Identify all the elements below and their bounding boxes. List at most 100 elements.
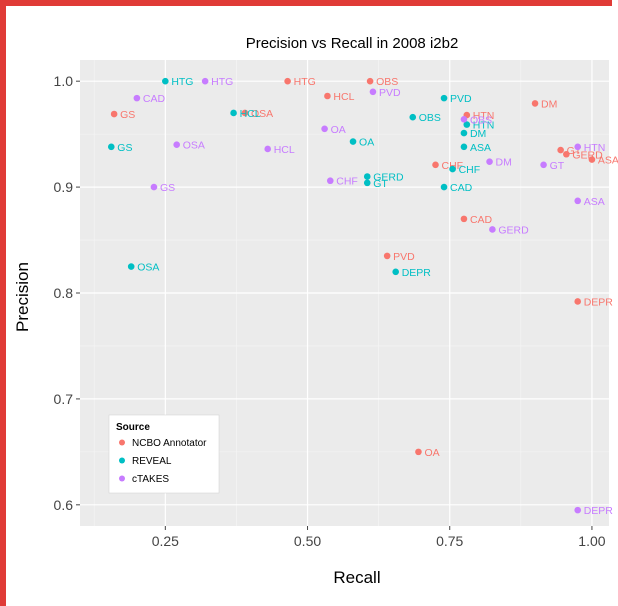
point-label: CHF xyxy=(459,164,481,176)
point-label: DM xyxy=(470,128,486,140)
data-point xyxy=(110,110,118,118)
y-tick-label: 0.6 xyxy=(54,497,74,513)
data-point xyxy=(363,173,371,180)
data-point xyxy=(409,113,417,121)
point-label: HCL xyxy=(333,91,354,103)
point-label: GT xyxy=(550,160,565,172)
point-label: OSA xyxy=(137,262,159,274)
data-point xyxy=(460,143,468,151)
data-point xyxy=(574,143,582,151)
data-point xyxy=(557,146,564,154)
point-label: DM xyxy=(541,98,557,110)
data-point xyxy=(440,183,448,191)
point-label: PVD xyxy=(393,251,415,263)
legend-title: Source xyxy=(116,422,150,433)
point-label: HTN xyxy=(473,110,495,122)
x-tick-label: 0.75 xyxy=(436,533,463,549)
point-label: CHF xyxy=(336,176,358,188)
legend-swatch xyxy=(119,457,125,464)
point-label: DM xyxy=(496,157,512,169)
data-point xyxy=(349,138,357,145)
y-tick-label: 1.0 xyxy=(54,73,74,89)
y-tick-label: 0.9 xyxy=(54,179,74,195)
legend-label: REVEAL xyxy=(132,456,172,467)
data-point xyxy=(326,177,334,185)
point-label: OBS xyxy=(419,112,441,124)
point-label: OA xyxy=(331,124,346,136)
point-label: GS xyxy=(120,109,135,121)
data-point xyxy=(460,116,468,123)
point-label: GT xyxy=(373,178,388,190)
data-point xyxy=(383,252,391,260)
point-label: HCL xyxy=(240,108,261,120)
data-point xyxy=(563,150,570,158)
data-point xyxy=(150,183,158,191)
chart-title: Precision vs Recall in 2008 i2b2 xyxy=(246,35,459,52)
point-label: DEPR xyxy=(402,267,432,279)
data-point xyxy=(531,100,539,107)
y-axis-label: Precision xyxy=(13,262,32,332)
data-point xyxy=(107,143,115,151)
data-point xyxy=(460,129,468,137)
x-tick-label: 1.00 xyxy=(578,533,605,549)
data-point xyxy=(574,197,582,205)
data-point xyxy=(324,92,331,100)
data-point xyxy=(284,77,291,85)
data-point xyxy=(363,179,371,187)
point-label: GERD xyxy=(498,224,529,236)
point-label: OSA xyxy=(183,140,205,152)
point-label: GS xyxy=(117,142,132,154)
point-label: OA xyxy=(424,447,439,459)
data-point xyxy=(230,109,237,117)
point-label: DEPR xyxy=(584,296,614,308)
point-label: DEPR xyxy=(584,505,614,517)
x-tick-label: 0.25 xyxy=(152,533,179,549)
point-label: CAD xyxy=(450,182,473,194)
legend-swatch xyxy=(119,475,125,482)
point-label: HTG xyxy=(211,76,233,88)
legend-label: NCBO Annotator xyxy=(132,438,207,449)
data-point xyxy=(173,141,180,149)
data-point xyxy=(241,109,249,117)
data-point xyxy=(162,77,169,85)
point-label: HTG xyxy=(171,76,193,88)
point-label: OA xyxy=(359,137,374,149)
point-label: HTN xyxy=(473,120,495,132)
point-label: ASA xyxy=(584,196,605,208)
data-point xyxy=(463,121,471,128)
point-label: OBS xyxy=(376,76,398,88)
data-point xyxy=(415,448,422,456)
data-point xyxy=(133,94,141,102)
data-point xyxy=(321,125,328,133)
y-tick-label: 0.7 xyxy=(54,391,74,407)
data-points: GSHTGOSAHCLOBSHTNDMCHFGTGERDASACADPVDDEP… xyxy=(107,76,618,517)
data-point xyxy=(486,158,493,165)
data-point xyxy=(201,77,209,85)
data-point xyxy=(366,77,374,85)
point-label: GERD xyxy=(572,149,603,161)
point-label: ASA xyxy=(470,142,491,154)
point-label: ASA xyxy=(598,155,618,167)
axes: 0.25 0.50 0.75 1.00 0.6 0.7 0.8 0.9 1.0 xyxy=(54,73,606,549)
point-label: OSA xyxy=(251,108,273,120)
data-point xyxy=(540,161,547,169)
data-point xyxy=(369,88,377,96)
point-label: GERD xyxy=(373,172,404,184)
legend-swatch xyxy=(119,439,125,446)
point-label: OBS xyxy=(470,114,492,126)
point-label: CAD xyxy=(470,214,493,226)
data-point xyxy=(588,156,596,163)
data-point xyxy=(392,268,399,276)
point-label: PVD xyxy=(450,93,472,105)
point-label: GS xyxy=(160,182,175,194)
data-point xyxy=(449,165,456,173)
x-axis-label: Recall xyxy=(333,568,380,587)
data-point xyxy=(574,506,582,514)
legend-label: cTAKES xyxy=(132,474,169,485)
point-label: HTG xyxy=(294,76,316,88)
data-point xyxy=(432,161,439,169)
point-label: CAD xyxy=(143,93,166,105)
point-label: PVD xyxy=(379,87,401,99)
